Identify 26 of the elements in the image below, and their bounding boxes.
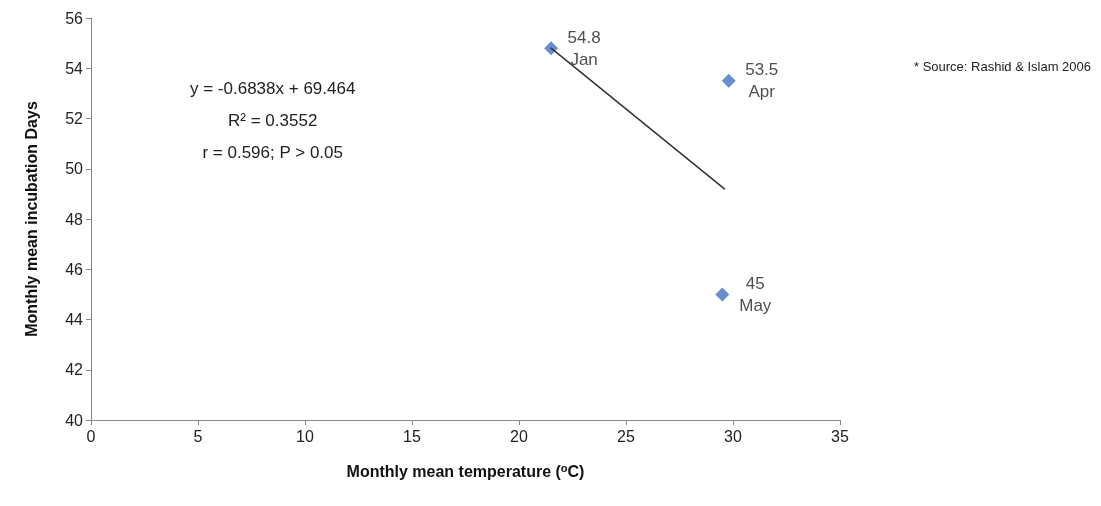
x-tick-label: 15 [403, 427, 421, 445]
data-label: 54.8 Jan [567, 27, 601, 69]
annotation: y = -0.6838x + 69.464 R² = 0.3552 r = 0.596; P > 0.05 [190, 78, 356, 162]
text: * Source: Rashid & Islam 2006 [913, 59, 1092, 74]
y-tick-label: 52 [65, 110, 84, 127]
y-tick-label: 54 [65, 59, 84, 77]
y-tick-label: 48 [65, 210, 84, 228]
x-tick-label: 10 [296, 427, 314, 445]
point [715, 287, 730, 302]
y-tick-label: 50 [65, 160, 84, 178]
point [721, 73, 736, 88]
x-tick-label: 20 [510, 427, 528, 445]
y-axis-title: Monthly mean incubation Days [22, 101, 40, 337]
x-tick-label: 25 [617, 427, 635, 445]
x-tick-label: 0 [86, 427, 96, 445]
y-tick-label: 46 [65, 260, 84, 278]
y-tick-label: 44 [65, 311, 84, 328]
x-tick-label: 35 [831, 427, 849, 445]
y-tick-label: 56 [65, 9, 84, 27]
data-label: 45 May [739, 273, 772, 315]
y-tick-label: 40 [65, 411, 84, 429]
data-label: 53.5 Apr [745, 60, 779, 102]
y-tick-label: 42 [65, 361, 84, 379]
x-tick-label: 5 [193, 427, 203, 445]
point [544, 41, 559, 56]
x-tick-label: 30 [724, 427, 742, 445]
